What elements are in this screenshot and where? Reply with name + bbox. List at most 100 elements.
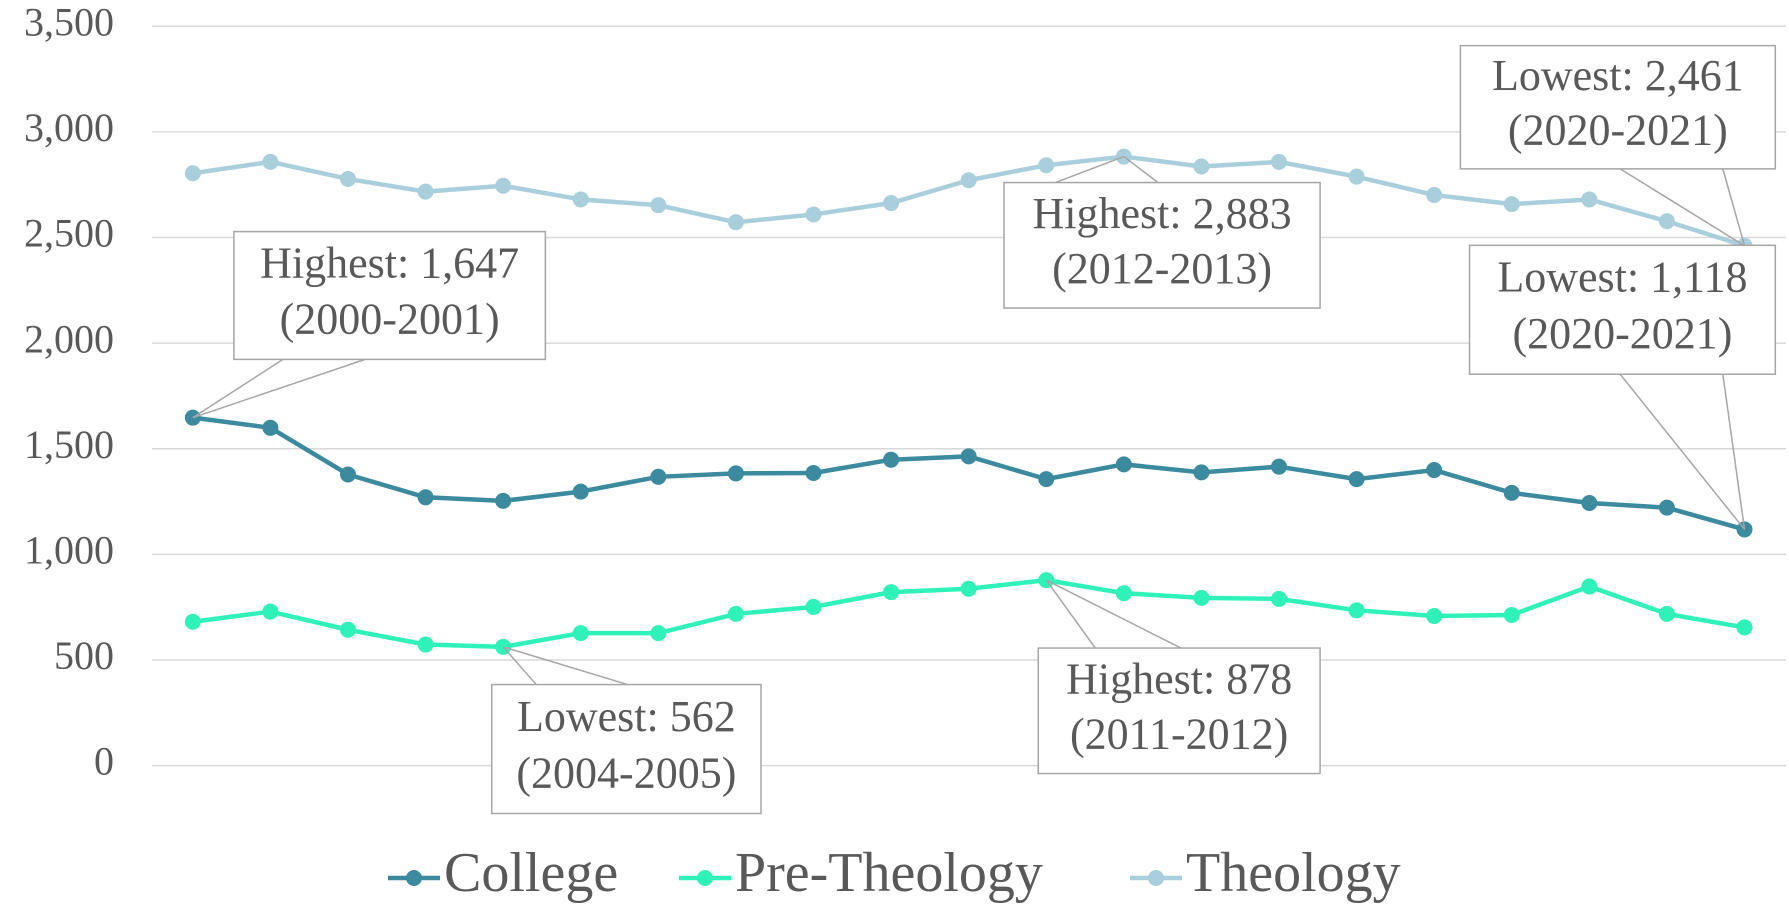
data-point: [650, 625, 667, 642]
y-tick-label: 3,500: [24, 0, 114, 44]
y-tick-label: 1,500: [24, 422, 114, 467]
data-point: [1426, 608, 1443, 625]
data-point: [650, 468, 667, 485]
leader-line: [192, 358, 284, 419]
annotation-text: Highest: 1,647: [260, 238, 519, 287]
data-point: [883, 451, 900, 468]
data-point: [805, 598, 822, 615]
data-point: [184, 613, 201, 630]
y-tick-label: 2,500: [24, 211, 114, 256]
annotation-box: [1037, 647, 1321, 775]
annotation-text: Highest: 2,883: [1032, 189, 1291, 238]
legend-marker: [697, 870, 713, 886]
annotation-text: (2012-2013): [1052, 244, 1272, 293]
data-point: [1270, 153, 1287, 170]
data-point: [339, 170, 356, 187]
data-point: [339, 466, 356, 483]
data-point: [572, 191, 589, 208]
data-point: [495, 492, 512, 509]
data-point: [1658, 605, 1675, 622]
data-point: [1193, 158, 1210, 175]
y-tick-label: 1,000: [24, 528, 114, 573]
data-point: [1348, 471, 1365, 488]
data-point: [1658, 499, 1675, 516]
data-point: [1426, 187, 1443, 204]
data-point: [727, 605, 744, 622]
data-point: [1658, 213, 1675, 230]
leader-line: [1619, 373, 1746, 530]
data-point: [805, 465, 822, 482]
y-tick-label: 500: [54, 633, 114, 678]
data-point: [262, 419, 279, 436]
data-point: [1348, 168, 1365, 185]
leader-line: [192, 358, 366, 419]
data-point: [1115, 585, 1132, 602]
data-point: [727, 465, 744, 482]
data-point: [417, 636, 434, 653]
leader-line: [1055, 155, 1125, 184]
annotation-text: Lowest: 2,461: [1492, 51, 1744, 100]
data-point: [1115, 456, 1132, 473]
leader-line: [502, 646, 628, 686]
legend-label: Theology: [1186, 842, 1401, 904]
data-point: [417, 183, 434, 200]
data-point: [805, 206, 822, 223]
data-point: [417, 489, 434, 506]
data-point: [1270, 590, 1287, 607]
legend-label: Pre-Theology: [735, 842, 1043, 904]
data-point: [1503, 606, 1520, 623]
leader-line: [1123, 155, 1159, 184]
annotation-box: [1459, 44, 1777, 170]
leader-line: [1619, 168, 1745, 247]
data-point: [262, 153, 279, 170]
data-point: [1348, 602, 1365, 619]
y-tick-label: 2,000: [24, 316, 114, 361]
data-point: [1581, 578, 1598, 595]
leader-line: [1045, 579, 1096, 649]
data-point: [572, 483, 589, 500]
y-tick-label: 3,000: [24, 105, 114, 150]
data-point: [1270, 458, 1287, 475]
data-point: [1193, 464, 1210, 481]
data-point: [883, 195, 900, 212]
data-point: [727, 214, 744, 231]
data-point: [960, 172, 977, 189]
annotation-text: (2020-2021): [1512, 309, 1732, 358]
leader-line: [1722, 168, 1746, 246]
data-point: [495, 177, 512, 194]
legend-marker: [1148, 870, 1164, 886]
data-point: [1038, 157, 1055, 174]
leader-line: [502, 646, 537, 686]
annotation-box: [490, 683, 762, 815]
data-point: [262, 603, 279, 620]
data-point: [960, 448, 977, 465]
data-point: [960, 580, 977, 597]
annotation-text: (2020-2021): [1508, 105, 1728, 154]
leader-line: [1045, 579, 1182, 649]
data-point: [1503, 484, 1520, 501]
annotation-text: (2004-2005): [516, 748, 736, 797]
data-point: [572, 625, 589, 642]
legend-marker: [406, 870, 422, 886]
data-point: [1581, 495, 1598, 512]
annotation-box: [1003, 181, 1321, 309]
leader-line: [1722, 374, 1746, 530]
data-point: [1503, 196, 1520, 213]
data-point: [184, 165, 201, 182]
annotation-text: (2000-2001): [280, 295, 500, 344]
annotation-text: (2011-2012): [1070, 710, 1288, 759]
data-point: [339, 621, 356, 638]
y-tick-label: 0: [94, 739, 114, 784]
legend-label: College: [444, 842, 618, 904]
data-point: [1426, 462, 1443, 479]
annotation-box: [233, 230, 547, 361]
data-point: [1736, 619, 1753, 636]
annotation-text: Lowest: 1,118: [1497, 252, 1747, 301]
data-point: [1193, 589, 1210, 606]
data-point: [650, 197, 667, 214]
data-point: [1581, 191, 1598, 208]
annotation-box: [1468, 244, 1777, 375]
data-point: [1038, 471, 1055, 488]
annotation-text: Highest: 878: [1066, 654, 1292, 703]
